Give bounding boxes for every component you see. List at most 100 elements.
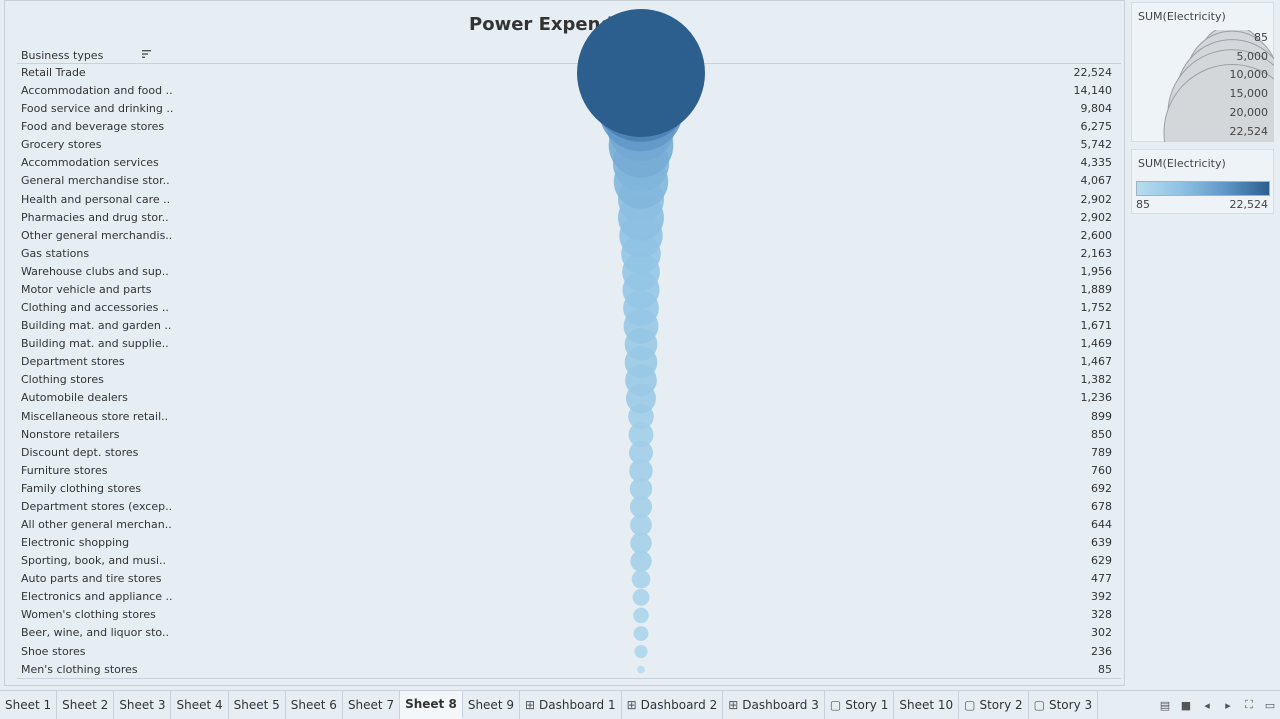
row-value-label: 328 xyxy=(1091,608,1112,622)
row-value-label: 4,335 xyxy=(1080,156,1113,170)
tab-label: Sheet 3 xyxy=(119,698,166,712)
tab-story-1[interactable]: ▢ Story 1 xyxy=(825,691,895,719)
row-value-label: 1,236 xyxy=(1080,391,1113,405)
filmstrip-icon[interactable]: ▤ xyxy=(1159,698,1171,712)
tab-sheet-10[interactable]: Sheet 10 xyxy=(894,691,960,719)
tab-story-3[interactable]: ▢ Story 3 xyxy=(1029,691,1099,719)
tab-dashboard-3[interactable]: ⊞ Dashboard 3 xyxy=(723,691,825,719)
tabs-icon[interactable]: ■ xyxy=(1180,698,1192,712)
row-label[interactable]: Clothing stores xyxy=(21,373,104,387)
row-field-header[interactable]: Business types xyxy=(21,49,104,62)
size-legend-label: 15,000 xyxy=(1229,87,1269,101)
bubble-mark[interactable] xyxy=(629,477,653,501)
row-label[interactable]: Family clothing stores xyxy=(21,481,142,495)
row-label[interactable]: Gas stations xyxy=(21,246,90,260)
tab-sheet-1[interactable]: Sheet 1 xyxy=(0,691,58,719)
tab-sheet-4[interactable]: Sheet 4 xyxy=(171,691,229,719)
story-icon: ▢ xyxy=(829,698,842,712)
row-label[interactable]: Women's clothing stores xyxy=(21,608,156,622)
bubble-mark[interactable] xyxy=(577,9,705,137)
color-ramp xyxy=(1136,181,1270,196)
row-label[interactable]: Nonstore retailers xyxy=(21,427,120,441)
next-icon[interactable]: ▸ xyxy=(1225,698,1231,712)
row-label[interactable]: Department stores (excep.. xyxy=(21,499,173,513)
row-label[interactable]: Electronic shopping xyxy=(21,536,130,550)
tab-dashboard-1[interactable]: ⊞ Dashboard 1 xyxy=(520,691,622,719)
tab-label: Sheet 9 xyxy=(467,698,514,712)
bubble-mark[interactable] xyxy=(633,607,649,624)
tab-sheet-6[interactable]: Sheet 6 xyxy=(286,691,343,719)
tab-sheet-7[interactable]: Sheet 7 xyxy=(343,691,401,719)
size-legend-label: 22,524 xyxy=(1229,124,1269,138)
story-icon: ▢ xyxy=(964,698,976,712)
row-value-label: 477 xyxy=(1091,572,1112,586)
row-label[interactable]: Shoe stores xyxy=(21,644,86,658)
row-value-label: 629 xyxy=(1091,554,1112,568)
bubble-mark[interactable] xyxy=(629,459,653,483)
row-label[interactable]: Miscellaneous store retail.. xyxy=(21,409,169,423)
row-value-label: 1,956 xyxy=(1080,264,1113,278)
row-label[interactable]: Auto parts and tire stores xyxy=(21,572,162,586)
tab-story-2[interactable]: ▢ Story 2 xyxy=(959,691,1029,719)
row-label[interactable]: Beer, wine, and liquor sto.. xyxy=(21,626,169,640)
tab-sheet-2[interactable]: Sheet 2 xyxy=(57,691,115,719)
row-value-label: 4,067 xyxy=(1080,174,1113,188)
presentation-icon[interactable]: ▭ xyxy=(1264,698,1276,712)
row-label[interactable]: Discount dept. stores xyxy=(21,445,139,459)
row-label[interactable]: Electronics and appliance .. xyxy=(21,590,173,604)
row-label[interactable]: Building mat. and garden .. xyxy=(21,319,172,333)
tab-sheet-3[interactable]: Sheet 3 xyxy=(114,691,172,719)
row-label[interactable]: Health and personal care .. xyxy=(21,192,171,206)
size-legend-label: 5,000 xyxy=(1236,49,1269,63)
row-label[interactable]: Retail Trade xyxy=(21,66,86,79)
row-label[interactable]: Pharmacies and drug stor.. xyxy=(21,210,169,224)
tab-sheet-9[interactable]: Sheet 9 xyxy=(463,691,520,719)
row-label[interactable]: Department stores xyxy=(21,355,125,369)
row-label[interactable]: Motor vehicle and parts xyxy=(21,282,152,296)
row-label[interactable]: Accommodation and food .. xyxy=(21,84,173,98)
row-label[interactable]: Food service and drinking .. xyxy=(21,102,174,116)
row-label[interactable]: Clothing and accessories .. xyxy=(21,301,169,315)
fullscreen-icon[interactable]: ⛶ xyxy=(1245,698,1253,711)
row-label[interactable]: Men's clothing stores xyxy=(21,662,138,676)
tab-sheet-8[interactable]: Sheet 8 xyxy=(400,691,463,719)
row-value-label: 2,902 xyxy=(1080,210,1113,224)
header-divider xyxy=(17,63,1121,64)
row-label[interactable]: Accommodation services xyxy=(21,156,159,170)
bubble-mark[interactable] xyxy=(637,665,645,674)
sort-icon[interactable] xyxy=(141,48,153,60)
row-label[interactable]: Automobile dealers xyxy=(21,391,128,405)
row-label[interactable]: Grocery stores xyxy=(21,138,102,152)
bubble-mark[interactable] xyxy=(631,569,651,589)
tab-sheet-5[interactable]: Sheet 5 xyxy=(229,691,286,719)
row-label[interactable]: General merchandise stor.. xyxy=(21,174,170,188)
row-label[interactable]: Other general merchandis.. xyxy=(21,228,173,242)
bubble-mark[interactable] xyxy=(618,194,664,241)
bubble-mark[interactable] xyxy=(634,645,648,659)
tab-label: Sheet 10 xyxy=(899,698,954,712)
bubble-mark[interactable] xyxy=(633,626,649,641)
tab-dashboard-2[interactable]: ⊞ Dashboard 2 xyxy=(622,691,724,719)
color-legend-title: SUM(Electricity) xyxy=(1138,157,1226,170)
bubble-mark[interactable] xyxy=(630,550,652,572)
row-label[interactable]: Furniture stores xyxy=(21,463,108,477)
row-label[interactable]: Building mat. and supplie.. xyxy=(21,337,169,351)
bubble-mark[interactable] xyxy=(629,495,653,519)
color-legend[interactable]: SUM(Electricity) 85 22,524 xyxy=(1131,149,1274,214)
row-value-label: 236 xyxy=(1091,644,1112,658)
bottom-divider xyxy=(17,678,1121,679)
size-legend[interactable]: SUM(Electricity) 85 5,000 10,000 15,000 20,0… xyxy=(1131,2,1274,142)
row-label[interactable]: Sporting, book, and musi.. xyxy=(21,554,166,568)
row-label[interactable]: Warehouse clubs and sup.. xyxy=(21,264,169,278)
row-value-label: 678 xyxy=(1091,499,1112,513)
row-label[interactable]: All other general merchan.. xyxy=(21,518,172,531)
tab-label: Sheet 5 xyxy=(233,698,280,712)
row-label[interactable]: Food and beverage stores xyxy=(21,120,165,134)
row-value-label: 639 xyxy=(1091,536,1112,550)
prev-icon[interactable]: ◂ xyxy=(1204,698,1210,712)
bubble-mark[interactable] xyxy=(630,532,652,554)
bubble-mark[interactable] xyxy=(630,514,652,536)
bubble-mark[interactable] xyxy=(628,422,654,448)
bubble-mark[interactable] xyxy=(632,588,650,606)
bubble-mark[interactable] xyxy=(629,440,653,465)
